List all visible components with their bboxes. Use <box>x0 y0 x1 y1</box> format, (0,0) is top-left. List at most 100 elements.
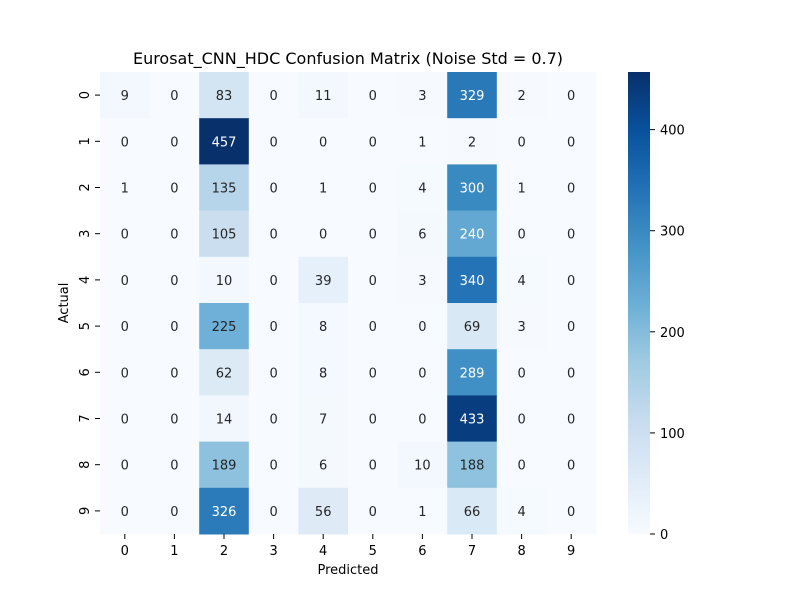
heatmap-cell <box>248 487 299 535</box>
y-tick-label: 9 <box>78 507 93 515</box>
heatmap-cell <box>397 487 448 535</box>
heatmap-cell <box>348 349 399 396</box>
heatmap-cell <box>546 164 597 212</box>
cell-value-label: 0 <box>567 320 575 335</box>
heatmap-cell <box>100 441 151 489</box>
heatmap-cell <box>100 303 151 350</box>
heatmap-cell <box>348 210 399 258</box>
heatmap-cell <box>248 256 299 304</box>
heatmap-cell <box>149 256 200 304</box>
heatmap-cell <box>298 441 349 489</box>
heatmap-cell <box>199 441 250 489</box>
x-tick-label: 2 <box>220 544 228 559</box>
cell-value-label: 340 <box>460 274 485 289</box>
heatmap-cell <box>298 210 349 258</box>
heatmap-cell <box>100 256 151 304</box>
cell-value-label: 0 <box>319 228 327 243</box>
heatmap-cell <box>447 441 498 489</box>
cell-value-label: 4 <box>517 274 525 289</box>
x-tick-label: 1 <box>170 544 178 559</box>
heatmap-cell <box>496 210 547 258</box>
cell-value-label: 3 <box>418 89 426 104</box>
cell-value-label: 457 <box>212 135 237 150</box>
cell-value-label: 39 <box>315 274 332 289</box>
y-tick-label: 3 <box>78 230 93 238</box>
heatmap-cell <box>447 210 498 258</box>
cell-value-label: 0 <box>418 366 426 381</box>
cell-value-label: 135 <box>212 182 237 197</box>
heatmap-cell <box>348 303 399 350</box>
heatmap-cell <box>447 303 498 350</box>
heatmap-cell <box>447 487 498 535</box>
y-tick-label: 6 <box>78 368 93 376</box>
heatmap-cell <box>298 256 349 304</box>
cell-value-label: 0 <box>567 228 575 243</box>
cell-value-label: 0 <box>269 228 277 243</box>
cell-value-label: 0 <box>121 366 129 381</box>
heatmap-cell <box>100 118 151 165</box>
cell-value-label: 0 <box>418 413 426 428</box>
heatmap-cell <box>546 395 597 443</box>
cell-value-label: 0 <box>517 459 525 474</box>
heatmap-cell <box>149 349 200 396</box>
heatmap-cell <box>149 395 200 443</box>
cell-value-label: 56 <box>315 505 332 520</box>
cell-value-label: 0 <box>567 459 575 474</box>
cell-value-label: 1 <box>517 182 525 197</box>
heatmap-cell <box>298 487 349 535</box>
cell-value-label: 0 <box>567 366 575 381</box>
heatmap-cell <box>496 164 547 212</box>
heatmap-cell <box>397 256 448 304</box>
heatmap-cell <box>546 349 597 396</box>
cell-value-label: 0 <box>121 228 129 243</box>
cell-value-label: 0 <box>567 182 575 197</box>
y-tick-label: 5 <box>78 322 93 330</box>
cell-value-label: 0 <box>369 413 377 428</box>
heatmap-cell <box>149 487 200 535</box>
cell-value-label: 105 <box>212 228 237 243</box>
heatmap-cell <box>248 164 299 212</box>
cell-value-label: 10 <box>414 459 431 474</box>
heatmap-cell <box>199 349 250 396</box>
cell-value-label: 0 <box>170 320 178 335</box>
heatmap-cell <box>447 118 498 165</box>
cell-value-label: 0 <box>517 413 525 428</box>
cell-value-label: 3 <box>418 274 426 289</box>
heatmap-cell <box>149 72 200 119</box>
colorbar-tick-label: 400 <box>660 124 685 139</box>
y-tick-label: 4 <box>78 276 93 284</box>
cell-value-label: 0 <box>567 135 575 150</box>
y-tick-label: 7 <box>78 414 93 422</box>
cell-value-label: 0 <box>269 274 277 289</box>
cell-value-label: 0 <box>269 320 277 335</box>
cell-value-label: 69 <box>464 320 481 335</box>
cell-value-label: 0 <box>369 89 377 104</box>
cell-value-label: 0 <box>170 413 178 428</box>
y-axis: 0 1 2 3 4 5 6 7 8 9 <box>78 91 100 515</box>
cell-value-label: 0 <box>269 459 277 474</box>
cell-value-label: 66 <box>464 505 481 520</box>
cell-value-label: 0 <box>269 413 277 428</box>
heatmap-cell <box>447 395 498 443</box>
heatmap-cell <box>397 303 448 350</box>
cell-value-label: 0 <box>170 366 178 381</box>
heatmap-cell <box>248 349 299 396</box>
heatmap-cell <box>546 210 597 258</box>
cell-value-label: 0 <box>170 182 178 197</box>
heatmap-cell <box>248 441 299 489</box>
colorbar: 0 100 200 300 400 <box>628 72 685 543</box>
heatmap-cell <box>199 487 250 535</box>
cell-value-label: 7 <box>319 413 327 428</box>
cell-value-label: 0 <box>170 228 178 243</box>
cell-value-label: 0 <box>170 274 178 289</box>
cell-value-label: 0 <box>121 459 129 474</box>
cell-value-label: 433 <box>460 413 485 428</box>
heatmap-cells <box>100 72 597 535</box>
colorbar-tick-label: 0 <box>660 528 668 543</box>
cell-value-label: 0 <box>369 366 377 381</box>
heatmap-cell <box>496 303 547 350</box>
heatmap-cell <box>199 72 250 119</box>
cell-value-label: 6 <box>418 228 426 243</box>
heatmap-cell <box>100 349 151 396</box>
